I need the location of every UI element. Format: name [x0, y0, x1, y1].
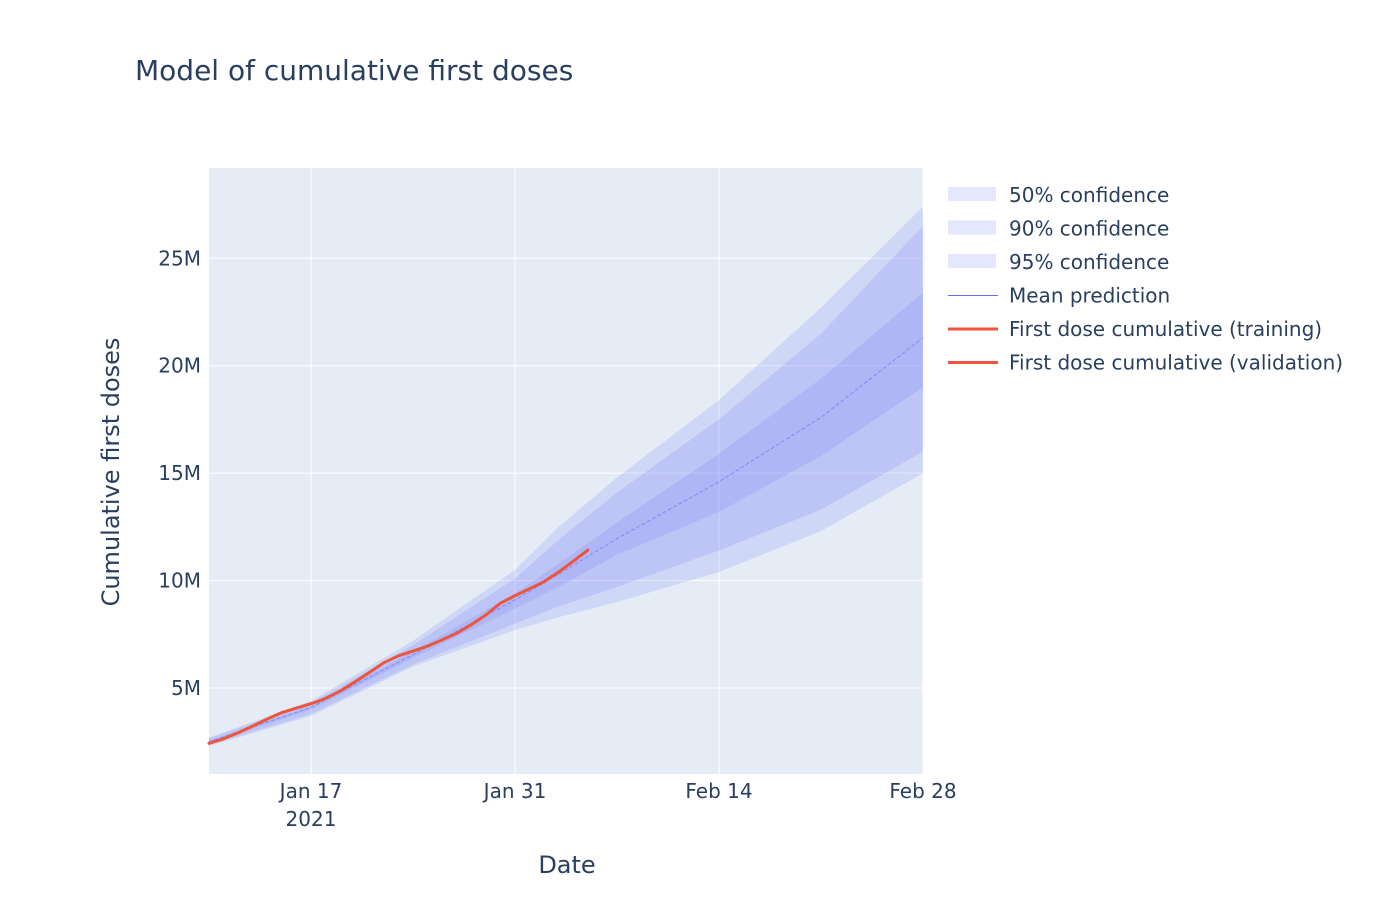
x-axis-ticks: Jan 17 2021 Jan 31 Feb 14 Feb 28	[278, 779, 957, 831]
legend: 50% confidence 90% confidence 95% confiden…	[948, 183, 1343, 375]
x-tick-label: Feb 28	[889, 779, 956, 803]
y-axis-title: Cumulative first doses	[97, 338, 125, 607]
chart-title: Model of cumulative first doses	[135, 54, 573, 87]
series-line	[208, 337, 924, 743]
x-tick-label: Jan 17	[278, 779, 343, 803]
legend-label: 95% confidence	[1009, 250, 1169, 274]
y-tick-label: 15M	[158, 461, 201, 485]
legend-label: First dose cumulative (validation)	[1009, 351, 1343, 375]
y-tick-label: 5M	[171, 676, 201, 700]
legend-label: First dose cumulative (training)	[1009, 317, 1322, 341]
x-gridlines	[310, 168, 924, 774]
y-tick-label: 20M	[158, 354, 201, 378]
confidence-band	[209, 206, 923, 747]
legend-label: Mean prediction	[1009, 284, 1170, 308]
legend-swatch	[948, 220, 996, 235]
series-lines	[207, 337, 924, 745]
y-tick-label: 25M	[158, 246, 201, 270]
confidence-bands	[209, 206, 923, 747]
confidence-band	[209, 226, 923, 745]
y-gridlines	[209, 257, 923, 689]
x-tick-label: Feb 14	[685, 779, 752, 803]
legend-label: 50% confidence	[1009, 183, 1169, 207]
plot-background	[209, 168, 923, 774]
x-tick-sublabel: 2021	[286, 807, 337, 831]
series-line	[207, 580, 546, 745]
legend-swatch	[948, 187, 996, 201]
y-axis-ticks: 5M 10M 15M 20M 25M	[158, 246, 201, 700]
x-tick-label: Jan 31	[482, 779, 547, 803]
y-tick-label: 10M	[158, 569, 201, 593]
legend-label: 90% confidence	[1009, 217, 1169, 241]
legend-swatch	[948, 254, 996, 268]
x-axis-title: Date	[538, 851, 595, 879]
series-line	[542, 548, 590, 584]
